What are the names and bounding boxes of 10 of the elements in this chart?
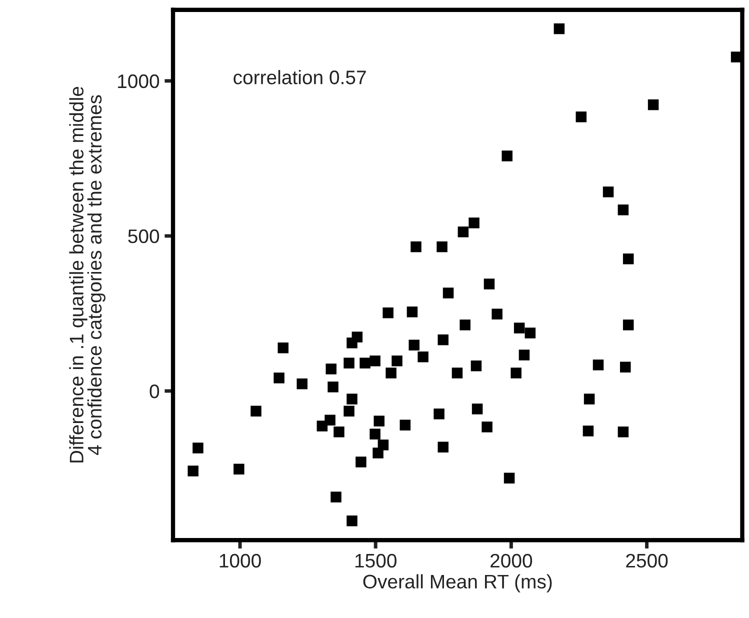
- x-tick-label: 1000: [220, 554, 261, 568]
- x-axis-title: Overall Mean RT (ms): [363, 574, 552, 592]
- y-tick-label: 1000: [118, 74, 160, 88]
- annotation: correlation 0.57: [234, 70, 366, 84]
- y-tick-label: 0: [150, 384, 160, 398]
- y-tick-label: 500: [128, 229, 160, 244]
- y-axis-title: Difference in .1 quantile between the middle 4 confidence categories and the extremes: [69, 86, 106, 462]
- x-tick-label: 2000: [490, 554, 532, 568]
- x-tick-label: 2500: [626, 554, 668, 568]
- x-tick-label: 1500: [355, 554, 396, 568]
